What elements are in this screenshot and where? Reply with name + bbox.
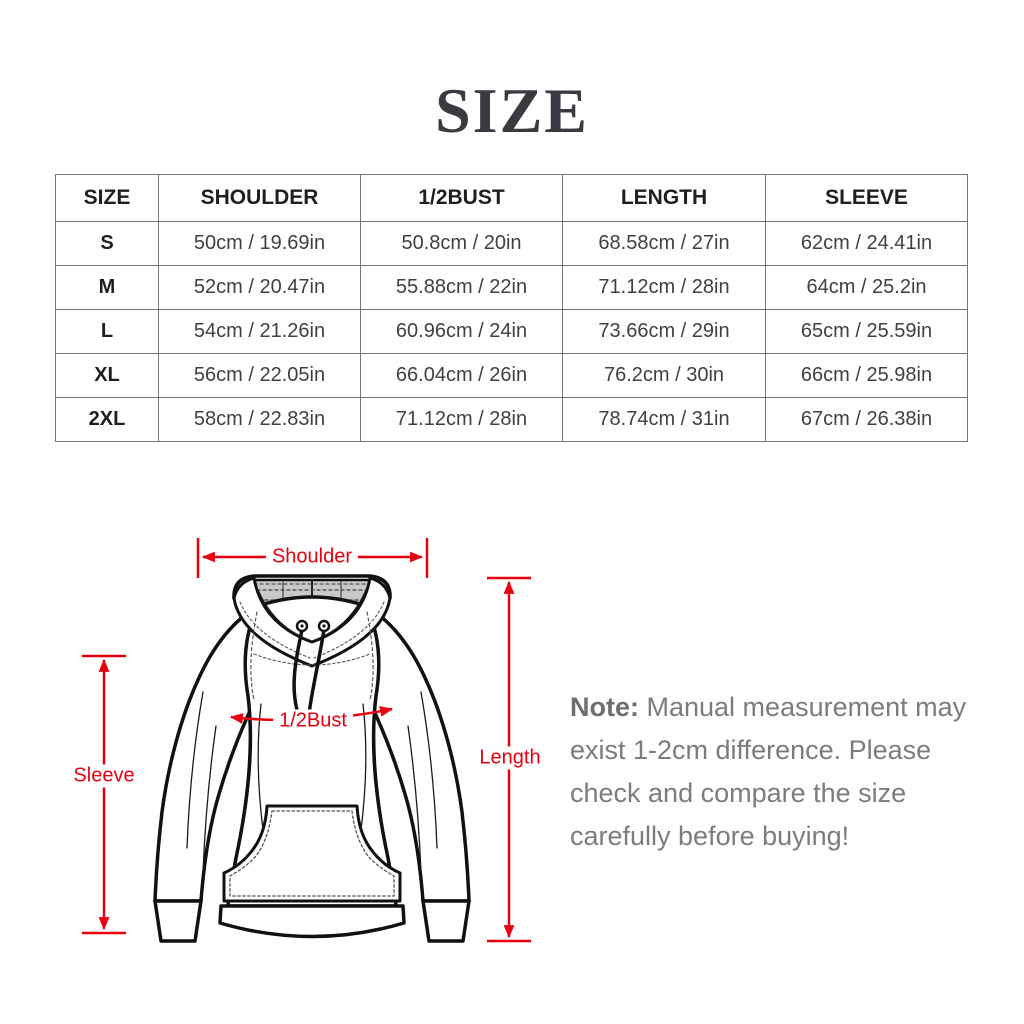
header-size: SIZE [55,174,159,222]
cell-length: 68.58cm / 27in [562,221,766,266]
cell-length: 78.74cm / 31in [562,397,766,442]
note-text: Manual measurement may exist 1-2cm diffe… [570,692,967,851]
cell-shoulder: 54cm / 21.26in [158,309,361,354]
table-header-row: SIZE SHOULDER 1/2BUST LENGTH SLEEVE [55,174,968,222]
cell-size: L [55,309,159,354]
cell-length: 76.2cm / 30in [562,353,766,398]
sleeve-label: Sleeve [67,764,141,788]
table-row-xl: XL 56cm / 22.05in 66.04cm / 26in 76.2cm … [55,353,968,398]
cell-sleeve: 64cm / 25.2in [765,265,968,310]
sleeve-measure-arrow [82,654,126,935]
header-shoulder: SHOULDER [158,174,361,222]
cell-length: 71.12cm / 28in [562,265,766,310]
cell-size: M [55,265,159,310]
cell-bust: 60.96cm / 24in [360,309,563,354]
bust-label: 1/2Bust [273,709,353,733]
table-row-2xl: 2XL 58cm / 22.83in 71.12cm / 28in 78.74c… [55,397,968,442]
cell-shoulder: 58cm / 22.83in [158,397,361,442]
cell-sleeve: 65cm / 25.59in [765,309,968,354]
cell-sleeve: 62cm / 24.41in [765,221,968,266]
cell-bust: 71.12cm / 28in [360,397,563,442]
table-row-m: M 52cm / 20.47in 55.88cm / 22in 71.12cm … [55,265,968,310]
cell-shoulder: 56cm / 22.05in [158,353,361,398]
shoulder-label: Shoulder [265,545,359,569]
measurement-note: Note: Manual measurement may exist 1-2cm… [570,686,970,858]
page-title: SIZE [435,75,589,146]
cell-bust: 66.04cm / 26in [360,353,563,398]
hoodie-illustration [153,574,471,943]
table-row-l: L 54cm / 21.26in 60.96cm / 24in 73.66cm … [55,309,968,354]
cell-bust: 55.88cm / 22in [360,265,563,310]
cell-shoulder: 50cm / 19.69in [158,221,361,266]
length-label: Length [473,746,547,770]
cell-shoulder: 52cm / 20.47in [158,265,361,310]
header-sleeve: SLEEVE [765,174,968,222]
cell-sleeve: 67cm / 26.38in [765,397,968,442]
cell-size: S [55,221,159,266]
cell-size: 2XL [55,397,159,442]
table-row-s: S 50cm / 19.69in 50.8cm / 20in 68.58cm /… [55,221,968,266]
size-table: SIZE SHOULDER 1/2BUST LENGTH SLEEVE S 50… [55,174,968,442]
header-bust: 1/2BUST [360,174,563,222]
note-label: Note: [570,692,639,722]
